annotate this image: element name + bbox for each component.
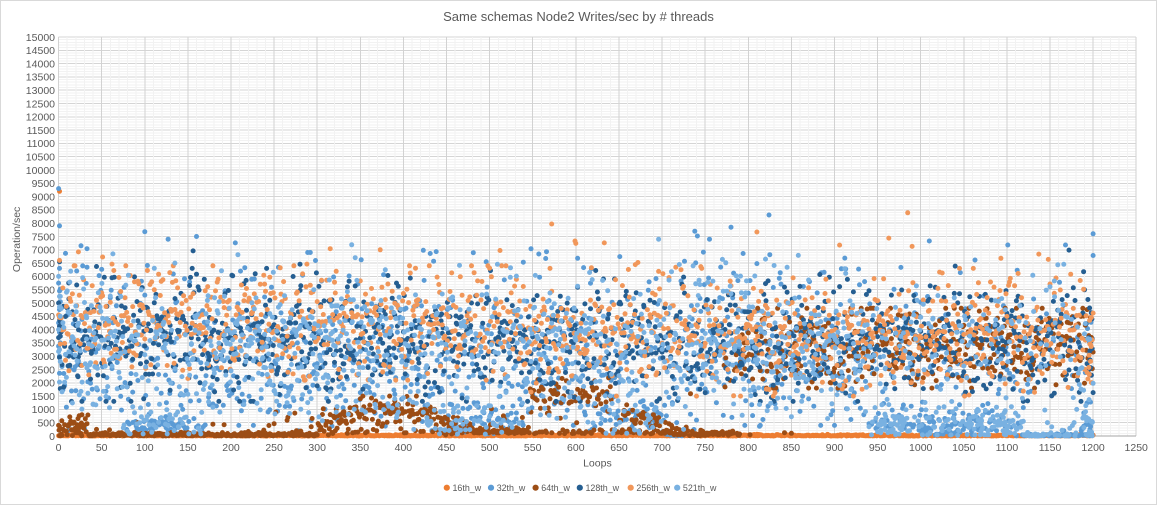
svg-text:2500: 2500 bbox=[32, 364, 56, 376]
svg-text:400: 400 bbox=[395, 442, 413, 454]
svg-text:150: 150 bbox=[179, 442, 197, 454]
svg-text:15000: 15000 bbox=[26, 32, 55, 44]
svg-text:10500: 10500 bbox=[26, 151, 55, 163]
svg-text:14000: 14000 bbox=[26, 58, 55, 70]
svg-text:13000: 13000 bbox=[26, 85, 55, 97]
svg-text:700: 700 bbox=[653, 442, 671, 454]
svg-text:9500: 9500 bbox=[32, 178, 56, 190]
svg-text:1200: 1200 bbox=[1081, 442, 1105, 454]
svg-text:12500: 12500 bbox=[26, 98, 55, 110]
svg-text:800: 800 bbox=[740, 442, 758, 454]
svg-text:750: 750 bbox=[696, 442, 714, 454]
svg-text:1050: 1050 bbox=[952, 442, 976, 454]
svg-text:1100: 1100 bbox=[996, 442, 1019, 454]
svg-text:1000: 1000 bbox=[909, 442, 933, 454]
svg-text:64th_w: 64th_w bbox=[541, 483, 570, 493]
svg-text:8500: 8500 bbox=[32, 205, 56, 217]
svg-text:Loops: Loops bbox=[583, 458, 612, 470]
svg-text:7000: 7000 bbox=[32, 245, 56, 257]
svg-text:13500: 13500 bbox=[26, 72, 55, 84]
svg-text:7500: 7500 bbox=[32, 231, 56, 243]
svg-text:350: 350 bbox=[352, 442, 370, 454]
svg-text:8000: 8000 bbox=[32, 218, 56, 230]
svg-text:2000: 2000 bbox=[32, 378, 56, 390]
svg-text:Same schemas Node2 Writes/sec: Same schemas Node2 Writes/sec by # threa… bbox=[443, 9, 714, 24]
svg-text:1000: 1000 bbox=[32, 404, 56, 416]
svg-text:16th_w: 16th_w bbox=[453, 483, 482, 493]
svg-text:450: 450 bbox=[438, 442, 456, 454]
svg-text:12000: 12000 bbox=[26, 112, 55, 124]
svg-text:650: 650 bbox=[610, 442, 628, 454]
svg-text:11500: 11500 bbox=[27, 125, 56, 137]
svg-text:850: 850 bbox=[783, 442, 801, 454]
svg-text:32th_w: 32th_w bbox=[497, 483, 526, 493]
svg-text:521th_w: 521th_w bbox=[683, 483, 717, 493]
svg-text:900: 900 bbox=[826, 442, 844, 454]
svg-text:4000: 4000 bbox=[32, 324, 56, 336]
svg-text:250: 250 bbox=[265, 442, 283, 454]
svg-text:100: 100 bbox=[136, 442, 154, 454]
svg-text:1250: 1250 bbox=[1125, 442, 1149, 454]
svg-text:14500: 14500 bbox=[26, 45, 55, 57]
svg-text:6000: 6000 bbox=[32, 271, 56, 283]
svg-text:5000: 5000 bbox=[32, 298, 56, 310]
svg-text:300: 300 bbox=[308, 442, 326, 454]
svg-text:0: 0 bbox=[49, 431, 55, 443]
svg-text:6500: 6500 bbox=[32, 258, 56, 270]
svg-text:500: 500 bbox=[481, 442, 499, 454]
svg-text:50: 50 bbox=[96, 442, 108, 454]
svg-text:3500: 3500 bbox=[32, 338, 56, 350]
svg-text:1500: 1500 bbox=[32, 391, 56, 403]
svg-text:550: 550 bbox=[524, 442, 542, 454]
svg-text:9000: 9000 bbox=[32, 191, 56, 203]
svg-text:10000: 10000 bbox=[26, 165, 55, 177]
svg-text:3000: 3000 bbox=[32, 351, 56, 363]
svg-text:11000: 11000 bbox=[27, 138, 56, 150]
svg-text:256th_w: 256th_w bbox=[636, 483, 670, 493]
svg-text:600: 600 bbox=[567, 442, 585, 454]
svg-text:950: 950 bbox=[869, 442, 887, 454]
svg-text:Operation/sec: Operation/sec bbox=[11, 207, 23, 272]
svg-text:128th_w: 128th_w bbox=[586, 483, 620, 493]
svg-text:5500: 5500 bbox=[32, 284, 56, 296]
svg-text:1150: 1150 bbox=[1039, 442, 1062, 454]
svg-text:200: 200 bbox=[222, 442, 240, 454]
svg-text:4500: 4500 bbox=[32, 311, 56, 323]
svg-text:500: 500 bbox=[37, 417, 55, 429]
svg-text:0: 0 bbox=[56, 442, 62, 454]
